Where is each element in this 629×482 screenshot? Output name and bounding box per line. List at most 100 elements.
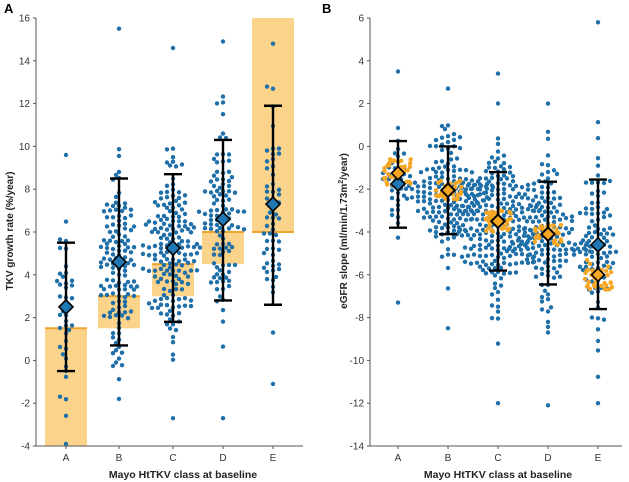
b-point-c [501,196,507,202]
a-point-d [217,294,223,299]
a-point-a [57,237,63,242]
b-point-e [595,348,601,353]
b-point-e [595,163,601,168]
b-point-c [462,208,468,214]
a-point-c [161,221,167,226]
b-point-e [610,232,616,237]
a-point-d [232,190,238,195]
b-point-c [483,238,489,243]
b-point-c [531,187,537,193]
b-point-a [401,193,407,198]
a-point-c [164,236,170,241]
a-y-tick-label: 12 [19,99,31,110]
b-point-e [595,401,601,406]
a-point-c [164,295,170,301]
a-b-mean-diamond [110,253,128,271]
b-point-d [530,255,536,261]
a-point-c [182,211,188,217]
a-point-d [214,229,220,234]
a-point-a [63,374,69,379]
a-point-c [182,303,188,308]
a-point-c [173,286,179,292]
a-point-c [167,232,173,237]
b-point-b [409,186,415,192]
a-point-c [170,146,176,151]
b-point-e [598,232,604,237]
b-point-c [507,270,513,276]
b-point-c [462,245,468,250]
a-point-c [173,164,179,169]
a-point-c [197,245,203,250]
b-predicted-point-b [459,184,464,190]
a-point-b [122,282,128,288]
b-point-b [463,167,469,173]
b-point-b [436,219,442,225]
a-point-b [119,350,125,355]
b-point-d [560,212,566,217]
a-point-c [158,196,164,201]
b-point-c [477,187,483,192]
b-point-d [521,226,527,232]
a-point-b [107,257,113,262]
b-point-d [548,210,554,215]
a-point-b [110,331,116,336]
a-point-d [208,190,214,195]
b-point-d [542,209,548,214]
a-point-c [188,252,194,257]
b-point-c [468,217,474,222]
a-point-c [152,220,158,225]
b-point-d [539,307,545,312]
b-x-tick-label: C [494,453,501,464]
b-predicted-point-e [585,283,590,288]
a-point-c [164,302,170,308]
a-point-e [264,246,270,252]
b-point-d [518,241,524,247]
a-point-d [211,173,217,178]
b-point-c [459,203,465,209]
b-y-axis-title: eGFR slope (ml/min/1.73m2/year) [338,153,350,309]
a-point-c [164,205,170,210]
b-point-e [601,263,607,268]
b-point-b [439,239,445,244]
b-predicted-point-e [607,287,612,292]
b-point-d [545,163,551,168]
a-point-c [152,274,158,279]
b-point-c [516,217,522,222]
b-point-c [510,187,516,192]
b-point-d [563,258,569,263]
b-point-c [510,226,516,231]
a-point-c [152,226,158,232]
b-point-b [439,159,445,164]
a-point-c [152,268,158,273]
b-point-c [489,252,495,258]
b-point-d [527,252,533,257]
a-point-c [149,229,155,235]
a-point-a [57,245,63,251]
a-point-b [104,245,110,251]
b-point-c [525,260,531,266]
b-point-d [551,168,557,173]
b-point-c [495,101,501,106]
b-predicted-point-d [552,241,557,246]
a-point-d [196,209,202,214]
b-predicted-diamond-b [440,182,456,198]
a-point-b [113,172,119,178]
b-point-c [477,247,483,252]
b-point-c [501,271,507,276]
b-predicted-point-d [554,227,559,232]
a-point-b [101,287,107,292]
b-point-c [498,265,504,270]
a-point-c [185,281,191,287]
b-predicted-point-c [507,216,513,222]
b-point-d [551,219,557,225]
a-point-c [170,416,176,421]
a-point-e [270,381,276,387]
b-point-a [395,300,401,305]
b-point-d [536,208,542,214]
a-point-e [273,274,279,280]
b-point-c [483,253,489,259]
b-point-d [539,238,545,244]
b-point-e [583,247,589,253]
b-point-c [477,176,483,181]
b-point-d [533,250,539,255]
